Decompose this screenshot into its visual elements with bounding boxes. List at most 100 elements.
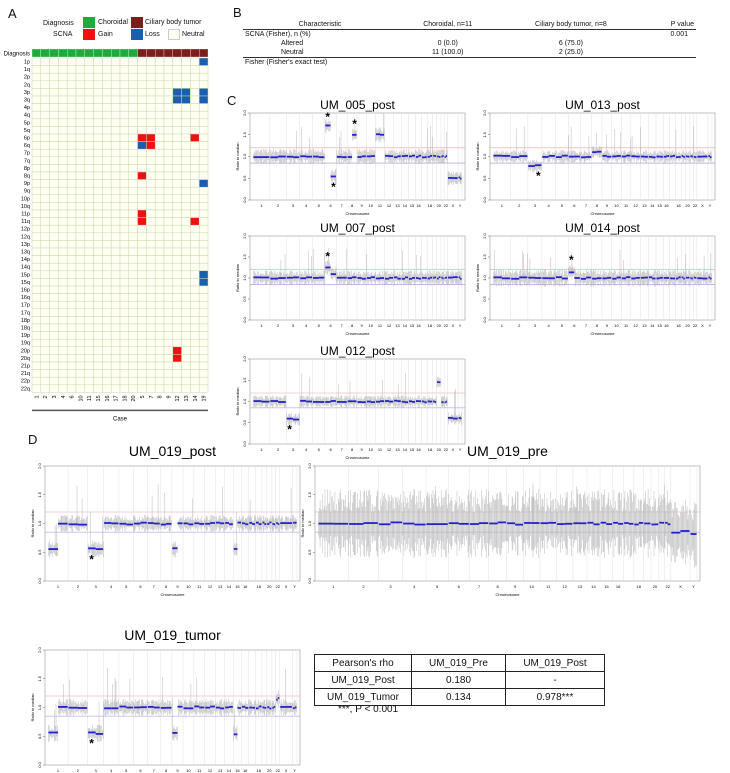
heatmap-cell-neutral <box>146 376 156 386</box>
heatmap-cell-neutral <box>146 80 156 89</box>
heatmap-cell-neutral <box>110 331 121 340</box>
heatmap-cell-neutral <box>31 171 42 180</box>
heatmap-cell-neutral <box>137 202 147 211</box>
heatmap-cell-neutral <box>49 300 59 310</box>
heatmap-cell-neutral <box>40 240 50 249</box>
cnv-plot-p019tumor: UM_019_tumor 0.0 0.5 1.0 1.5 2.0 Ratio to medi… <box>30 628 301 773</box>
x-tick-label: 20 <box>653 584 658 589</box>
heatmap-cell-neutral <box>93 95 103 104</box>
heatmap-cell-neutral <box>190 278 200 287</box>
heatmap-cell-neutral <box>102 300 112 310</box>
heatmap-cell-neutral <box>181 384 191 393</box>
x-tick-label: 8 <box>165 768 168 773</box>
y-tick-label: 2.0 <box>242 232 247 238</box>
heatmap-cell-neutral <box>75 80 86 89</box>
heatmap-cell-neutral <box>163 148 174 158</box>
diagnosis-cell <box>102 48 112 58</box>
heatmap-cell-neutral <box>84 103 94 112</box>
heatmap-cell-neutral <box>84 209 94 218</box>
heatmap-cell-neutral <box>102 57 112 66</box>
heatmap-cell-neutral <box>128 262 138 272</box>
heatmap-cell-neutral <box>84 285 94 294</box>
heatmap-cell-neutral <box>49 323 59 332</box>
heatmap-cell-neutral <box>181 316 191 325</box>
cell: 0.978*** <box>505 688 605 706</box>
heatmap-cell-neutral <box>137 110 147 120</box>
x-tick-label: 16 <box>243 768 248 773</box>
x-tick-label: 7 <box>478 584 481 589</box>
significance-asterisk: * <box>287 422 292 436</box>
y-axis-label: Ratio to median <box>235 387 240 415</box>
plot-title: UM_005_post <box>320 98 395 112</box>
y-tick-label: 2.0 <box>307 462 312 468</box>
heatmap-cell-neutral <box>31 240 42 249</box>
heatmap-cell-neutral <box>110 164 121 173</box>
heatmap-cell-neutral <box>40 65 50 74</box>
heatmap-cell-neutral <box>40 179 50 188</box>
heatmap-cell-neutral <box>49 103 59 112</box>
heatmap-cell-neutral <box>102 384 112 393</box>
heatmap-cell-neutral <box>172 164 182 173</box>
heatmap-cell-neutral <box>181 300 191 310</box>
heatmap-cell-neutral <box>128 293 138 302</box>
heatmap-cell-neutral <box>128 270 138 279</box>
x-tick-label: 5 <box>561 203 564 208</box>
y-tick-label: 0.0 <box>307 577 312 583</box>
heatmap-cell-neutral <box>119 88 130 97</box>
heatmap-cell-neutral <box>181 141 191 150</box>
heatmap-cell-neutral <box>93 354 103 363</box>
heatmap-cell-neutral <box>128 118 138 127</box>
x-tick-label: 10 <box>369 323 374 328</box>
heatmap-cell-neutral <box>75 240 86 249</box>
x-tick-label: 9 <box>514 584 517 589</box>
heatmap-cell-neutral <box>154 80 165 89</box>
x-tick-label: 1 <box>260 323 263 328</box>
cnv-plot-p014: UM_014_post 0.0 0.5 1.0 1.5 2.0 Ratio to media… <box>475 221 716 336</box>
heatmap-cell-neutral <box>137 308 147 317</box>
heatmap-cell-neutral <box>128 361 138 370</box>
y-tick-label: 2.0 <box>242 355 247 361</box>
x-tick-label: X <box>285 768 288 773</box>
heatmap-cell-neutral <box>110 323 121 332</box>
heatmap-cell-neutral <box>40 224 50 234</box>
heatmap-cell-neutral <box>198 338 209 348</box>
heatmap-cell-neutral <box>102 202 112 211</box>
heatmap-cell-neutral <box>119 103 130 112</box>
heatmap-cell-neutral <box>190 354 200 363</box>
heatmap-cell-neutral <box>58 331 68 340</box>
heatmap-cell-neutral <box>163 376 174 386</box>
heatmap-cell-neutral <box>154 262 165 272</box>
heatmap-cell-neutral <box>128 217 138 226</box>
heatmap-cell-neutral <box>66 247 77 256</box>
heatmap-cell-neutral <box>49 80 59 89</box>
heatmap-cell-neutral <box>172 240 182 249</box>
x-tick-label: Y <box>459 447 462 452</box>
heatmap-cell-neutral <box>119 194 130 203</box>
heatmap-cell-neutral <box>163 300 174 310</box>
cell: Pearson's rho <box>314 654 412 672</box>
heatmap-cell-neutral <box>66 293 77 302</box>
cell <box>643 39 696 48</box>
row-label: 3p <box>24 90 30 96</box>
heatmap-cell-neutral <box>93 217 103 226</box>
heatmap-cell-neutral <box>93 285 103 294</box>
heatmap-cell-neutral <box>172 156 182 165</box>
panel-label-c: C <box>227 93 237 108</box>
heatmap-cell-neutral <box>172 194 182 203</box>
heatmap-cell-neutral <box>66 156 77 165</box>
heatmap-cell-neutral <box>31 186 42 196</box>
heatmap-cell-neutral <box>190 186 200 196</box>
heatmap-cell-gain <box>172 354 182 363</box>
heatmap-cell-neutral <box>84 118 94 127</box>
heatmap-cell-neutral <box>190 240 200 249</box>
heatmap-cell-neutral <box>49 308 59 317</box>
heatmap-cell-neutral <box>102 72 112 82</box>
x-tick-label: Y <box>293 584 296 589</box>
heatmap-cell-neutral <box>58 270 68 279</box>
heatmap-cell-neutral <box>172 148 182 158</box>
heatmap-cell-neutral <box>58 361 68 370</box>
heatmap-cell-neutral <box>154 331 165 340</box>
heatmap-cell-neutral <box>31 118 42 127</box>
heatmap-cell-neutral <box>128 110 138 120</box>
cell: 0.180 <box>411 671 506 689</box>
